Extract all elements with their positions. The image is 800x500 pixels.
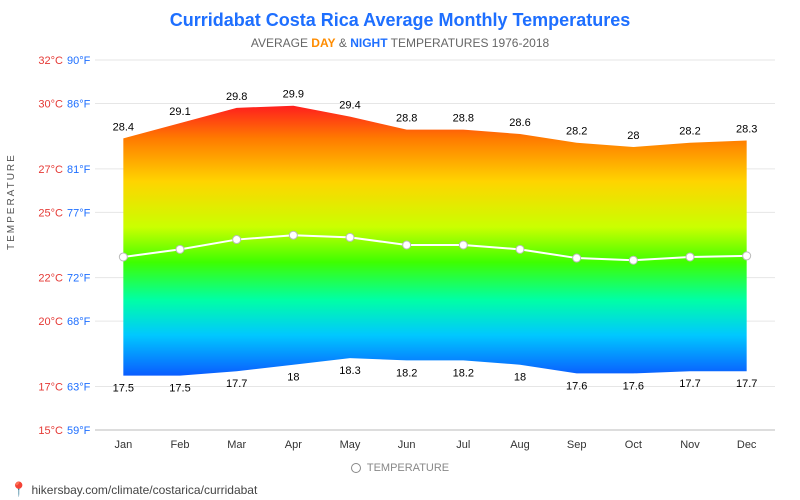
high-value-label: 28 [627,130,639,142]
source-credit: 📍 hikersbay.com/climate/costarica/currid… [10,481,257,498]
low-value-label: 18 [514,372,526,384]
month-tick: Nov [680,439,700,451]
high-value-label: 28.8 [396,113,417,125]
svg-text:72°F: 72°F [67,273,91,285]
month-tick: Aug [510,439,530,451]
month-tick: Feb [171,439,190,451]
high-value-label: 28.4 [113,121,134,133]
month-tick: May [340,439,361,451]
svg-text:68°F: 68°F [67,316,91,328]
svg-text:81°F: 81°F [67,164,91,176]
footer: 📍 hikersbay.com/climate/costarica/currid… [0,481,800,498]
legend: TEMPERATURE [0,462,800,474]
high-value-label: 29.4 [339,100,360,112]
pin-icon: 📍 [10,481,27,498]
svg-text:59°F: 59°F [67,425,91,437]
low-value-label: 17.7 [679,378,700,390]
svg-text:25°C: 25°C [38,207,63,219]
svg-text:90°F: 90°F [67,55,91,67]
low-value-label: 17.6 [623,380,644,392]
low-value-label: 17.7 [736,378,757,390]
svg-text:86°F: 86°F [67,99,91,111]
low-value-label: 18.3 [339,365,360,377]
svg-text:27°C: 27°C [38,164,63,176]
low-value-label: 18.2 [453,367,474,379]
low-value-label: 18 [287,372,299,384]
high-value-label: 29.1 [169,106,190,118]
high-value-label: 28.3 [736,124,757,136]
svg-text:17°C: 17°C [38,381,63,393]
month-tick: Jun [398,439,416,451]
avg-temp-marker [289,231,297,239]
high-value-label: 28.8 [453,113,474,125]
avg-temp-marker [743,252,751,260]
svg-text:20°C: 20°C [38,316,63,328]
svg-text:15°C: 15°C [38,425,63,437]
avg-temp-marker [233,236,241,244]
source-url: hikersbay.com/climate/costarica/curridab… [31,483,257,497]
svg-text:32°C: 32°C [38,55,63,67]
low-value-label: 17.5 [113,383,134,395]
temperature-chart: 15°C 59°F 17°C 63°F 20°C 68°F 22°C 72°F 25°C 77°F… [0,0,800,500]
avg-temp-marker [573,254,581,262]
svg-text:22°C: 22°C [38,273,63,285]
high-value-label: 29.9 [283,89,304,101]
avg-temp-marker [176,245,184,253]
svg-text:63°F: 63°F [67,381,91,393]
avg-temp-marker [346,233,354,241]
month-tick: Jul [456,439,470,451]
avg-temp-marker [516,245,524,253]
low-value-label: 17.7 [226,378,247,390]
month-tick: Apr [285,439,302,451]
month-tick: Jan [114,439,132,451]
avg-temp-marker [686,253,694,261]
avg-temp-marker [629,256,637,264]
high-value-label: 28.2 [566,126,587,138]
avg-temp-marker [119,253,127,261]
svg-text:30°C: 30°C [38,99,63,111]
month-tick: Mar [227,439,246,451]
high-value-label: 28.2 [679,126,700,138]
high-value-label: 29.8 [226,91,247,103]
month-tick: Dec [737,439,757,451]
low-value-label: 18.2 [396,367,417,379]
month-tick: Oct [625,439,642,451]
svg-text:77°F: 77°F [67,207,91,219]
avg-temp-marker [459,241,467,249]
avg-temp-marker [403,241,411,249]
low-value-label: 17.6 [566,380,587,392]
low-value-label: 17.5 [169,383,190,395]
temp-range-area [123,106,746,376]
high-value-label: 28.6 [509,117,530,129]
legend-label: TEMPERATURE [367,462,449,474]
legend-marker [351,463,361,473]
month-tick: Sep [567,439,587,451]
